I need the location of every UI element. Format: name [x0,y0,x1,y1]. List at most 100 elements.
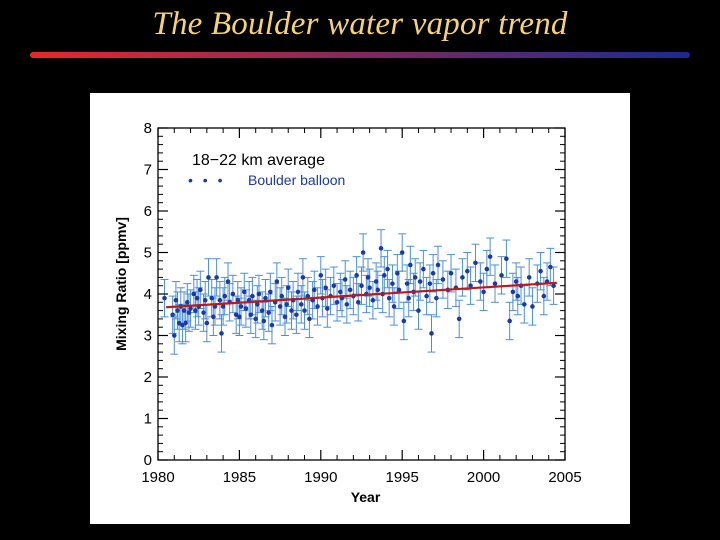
data-point [180,322,185,328]
data-point [395,270,400,276]
data-point [181,308,187,313]
data-point [551,283,556,288]
data-point [538,268,543,274]
data-point [241,289,247,295]
data-point [294,312,299,318]
data-point [334,300,340,305]
data-point [315,304,320,309]
data-point [248,312,254,318]
chart-annotation: 18−22 km average [192,152,325,169]
data-point [214,275,219,280]
data-point [434,295,439,301]
data-point [378,246,384,251]
data-point [183,320,188,326]
data-point [548,264,553,270]
data-point [338,289,343,295]
x-tick-label: 1995 [386,469,419,486]
trend-line [166,281,557,309]
data-point [513,279,519,284]
data-point [325,306,330,311]
y-tick-label: 3 [144,328,152,345]
data-point [259,308,265,313]
data-point [406,295,412,301]
data-point [359,283,364,288]
data-point [492,281,498,286]
data-point [279,293,285,299]
data-point [386,295,392,301]
data-point [170,312,175,318]
data-point [347,287,353,293]
data-point [194,295,200,301]
data-point [209,295,215,301]
data-point [401,318,407,324]
data-point [504,256,509,262]
data-point [424,293,429,299]
data-point [465,268,470,274]
y-tick-label: 4 [144,286,152,303]
data-point [266,310,272,315]
data-point [237,314,242,320]
scatter-chart: 1980 1985 1990 1995 2000 2005 0 1 2 3 4 5 6 7 8 Year Mix… [113,120,582,505]
data-point [201,310,206,315]
slide-title: The Boulder water vapor trend [152,6,568,42]
y-tick-label: 0 [144,452,152,469]
data-point [526,275,532,280]
y-tick-label: 6 [144,203,152,220]
data-point [390,281,395,286]
x-axis-label: Year [351,489,381,505]
y-tick-label: 1 [144,411,152,428]
data-point [217,297,223,303]
data-point [429,331,434,336]
data-point [263,295,268,301]
data-point [507,318,512,324]
data-point [448,270,454,276]
data-point [417,279,423,284]
data-point [238,304,244,309]
data-point [235,297,241,303]
data-point [198,287,203,293]
data-point [370,297,376,303]
data-point [302,308,307,313]
data-point [191,291,197,297]
data-point [435,262,441,268]
data-point [274,279,280,284]
data-point [284,302,289,307]
data-point [220,304,226,309]
data-point [202,297,208,303]
data-point [230,291,236,297]
data-point [225,279,231,284]
data-point [268,289,273,295]
data-point [430,270,436,276]
data-point [360,250,366,255]
x-tick-label: 1990 [304,469,337,486]
data-point [185,300,190,305]
data-point [269,322,275,328]
data-point [375,287,381,293]
data-point [440,277,446,282]
data-point [522,302,527,307]
data-point [233,312,239,318]
y-tick-label: 5 [144,245,152,262]
data-point [298,302,304,307]
data-point [468,283,473,288]
y-tick-label: 7 [144,162,152,179]
data-point [173,297,179,303]
y-tick-label: 2 [144,369,152,386]
data-point [253,316,258,322]
legend-marker: • • • [188,172,225,188]
data-point [484,266,490,272]
data-point [460,275,465,280]
data-point [515,293,521,299]
data-point [311,287,317,293]
data-point [342,277,348,282]
data-point [510,289,516,295]
data-point [277,304,283,309]
data-point [305,293,311,299]
data-point [285,285,291,291]
data-point [541,293,547,299]
data-point [206,275,211,280]
data-point [255,302,260,307]
data-point [186,310,192,315]
x-tick-label: 1985 [223,469,256,486]
data-point [408,262,413,268]
